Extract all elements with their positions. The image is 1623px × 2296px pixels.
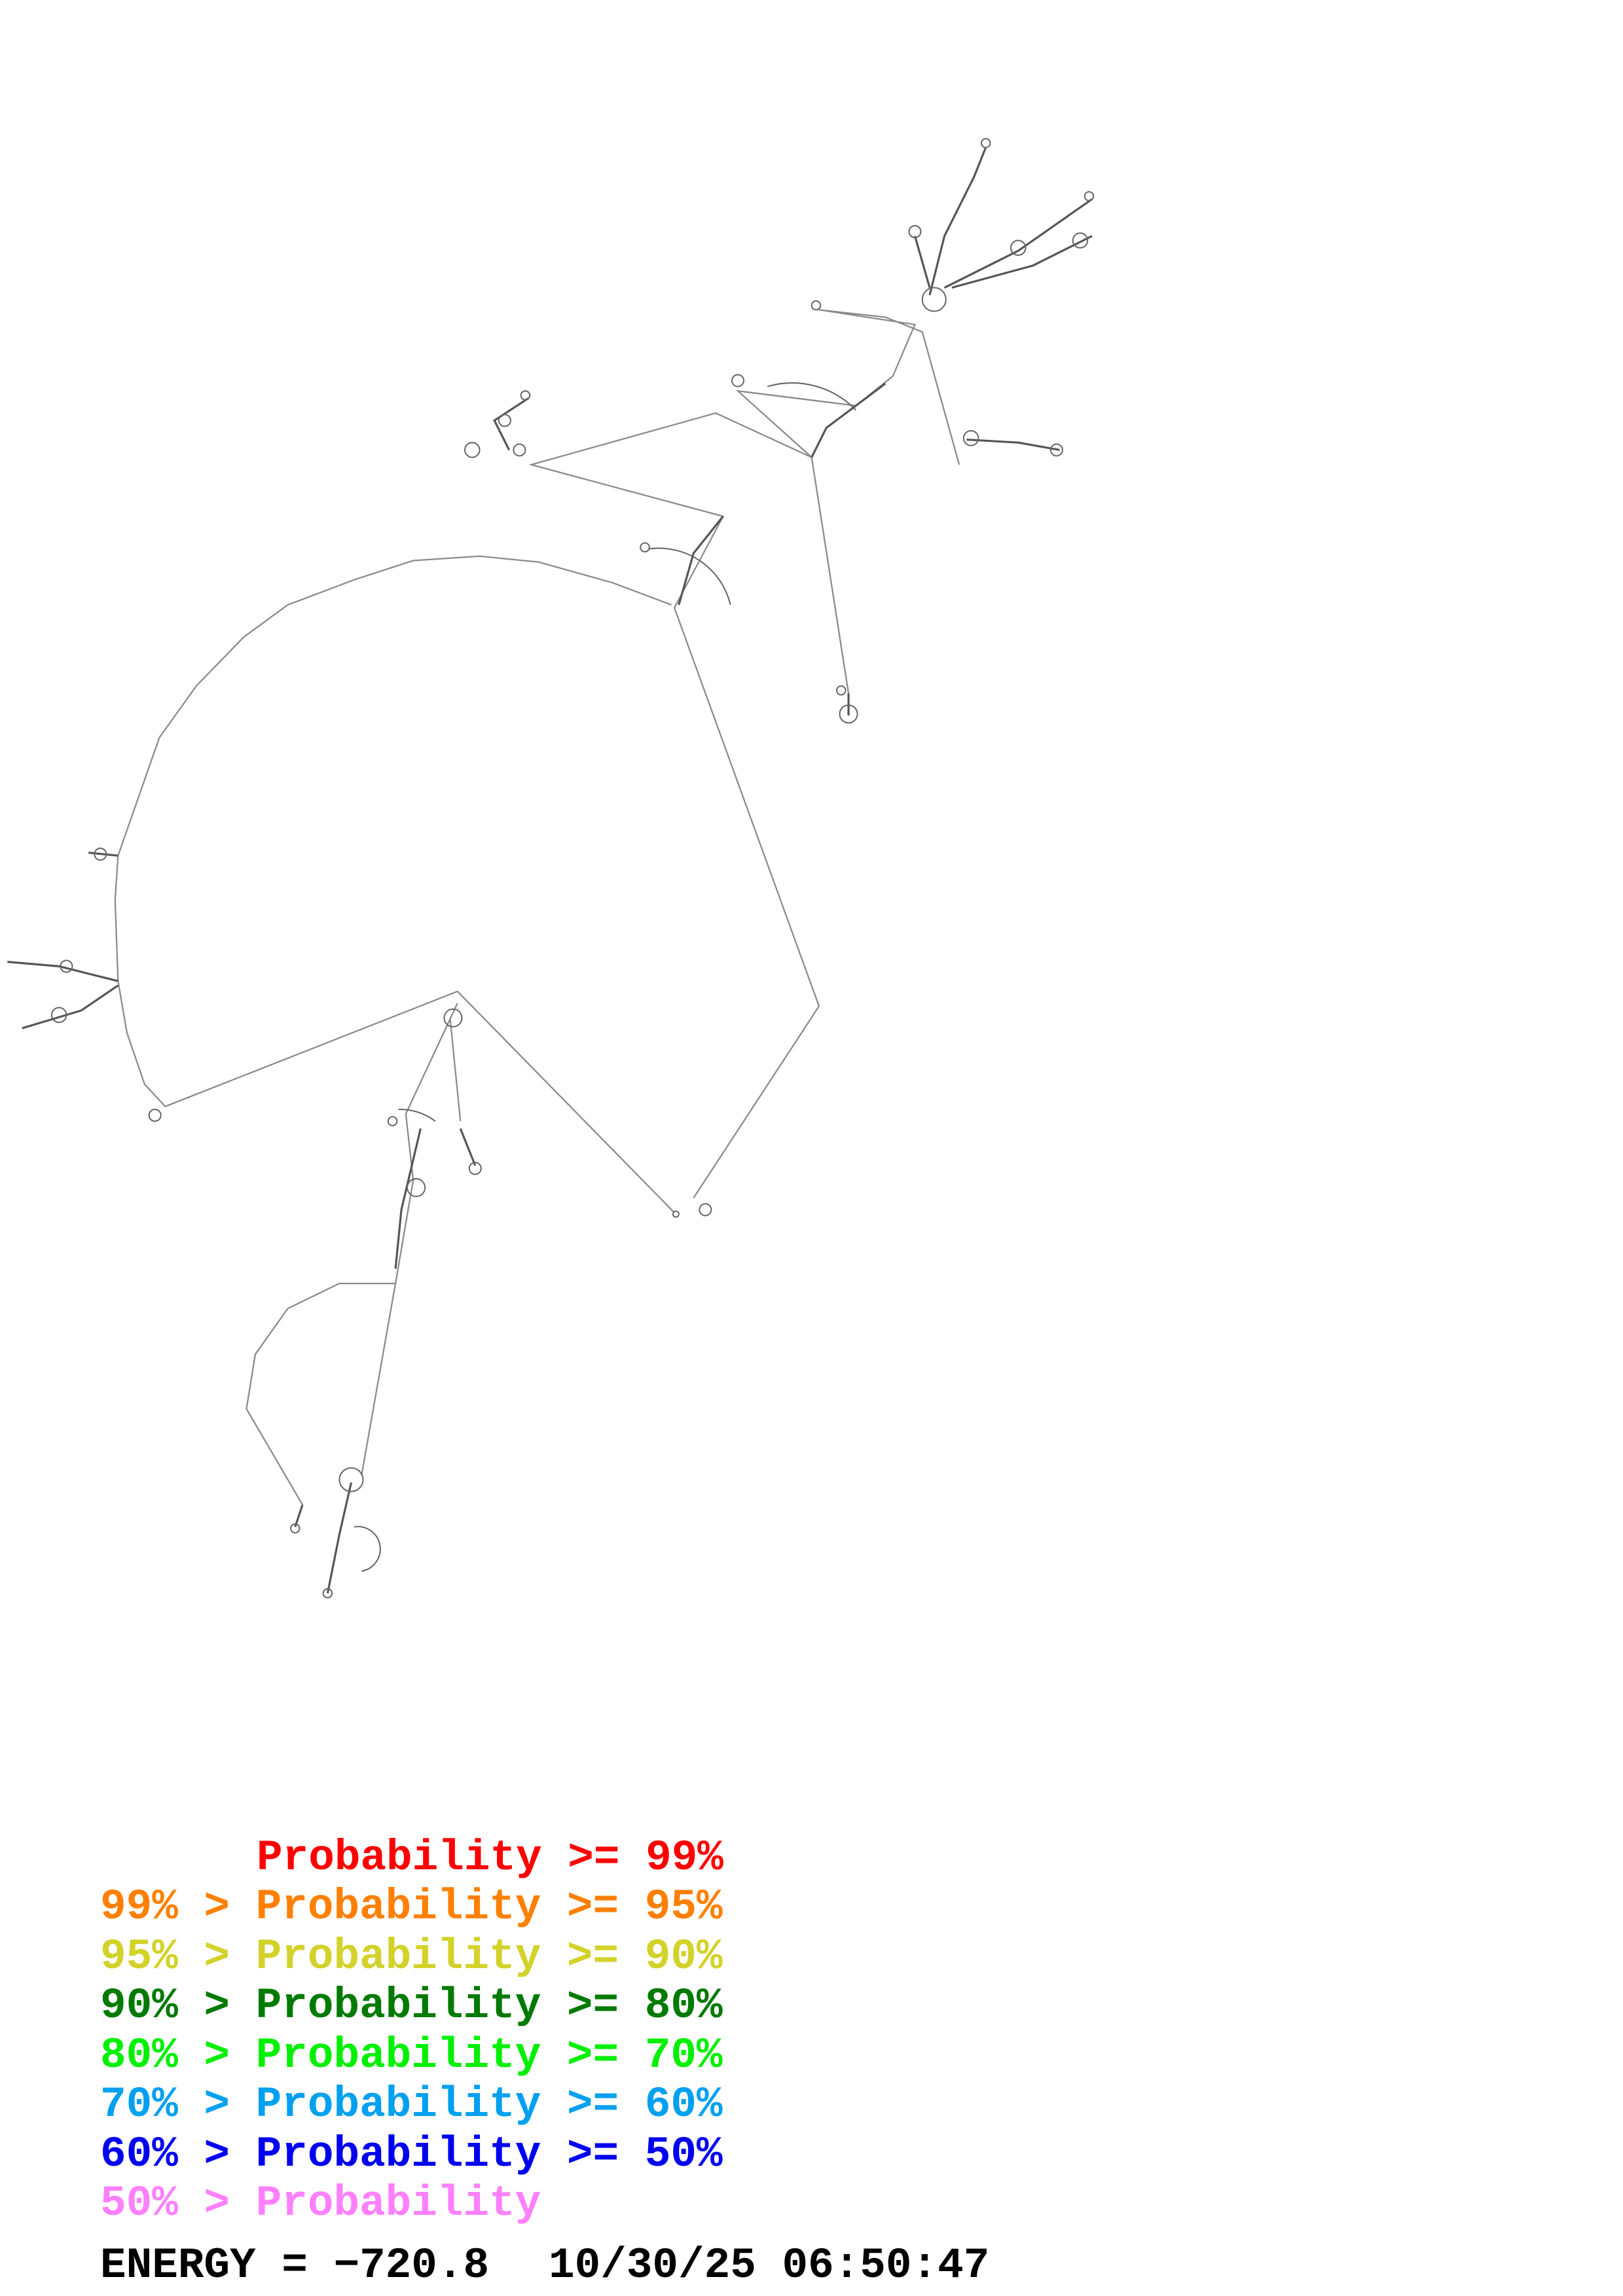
hairpin <box>1049 443 1063 457</box>
internal-loop <box>50 1007 67 1024</box>
backbone <box>449 1018 462 1122</box>
legend-row: 99% > Probability >= 95% <box>100 1882 723 1931</box>
backbone <box>361 1283 397 1476</box>
legend-row: 80% > Probability >= 70% <box>100 2031 723 2080</box>
timestamp: 10/30/25 06:50:47 <box>549 2241 989 2290</box>
hairpin <box>1084 191 1095 202</box>
hairpin <box>290 1523 301 1534</box>
loop-arc <box>354 1526 381 1572</box>
hairpin <box>731 374 745 387</box>
hairpin <box>1072 232 1089 249</box>
legend-row: 90% > Probability >= 80% <box>100 1981 723 2030</box>
legend-row: 70% > Probability >= 60% <box>100 2080 723 2129</box>
hairpin <box>908 224 922 238</box>
energy: ENERGY = −720.8 <box>100 2241 489 2290</box>
internal-loop <box>407 1177 426 1198</box>
hairpin <box>387 1116 398 1126</box>
helix <box>459 1128 477 1166</box>
hairpin <box>640 542 650 553</box>
helix <box>22 984 119 1030</box>
backbone <box>114 555 675 1213</box>
hairpin <box>699 1203 712 1217</box>
internal-loop <box>1010 240 1027 256</box>
legend-row: 95% > Probability >= 90% <box>100 1932 723 1981</box>
internal-loop <box>962 430 979 446</box>
hairpin <box>468 1162 482 1175</box>
helix <box>7 961 119 982</box>
internal-loop <box>513 443 526 457</box>
helices <box>7 147 1093 1594</box>
helix <box>326 1482 352 1594</box>
backbone <box>528 412 850 1198</box>
hairpin <box>322 1588 333 1599</box>
helix <box>966 439 1060 452</box>
internal-loop <box>94 848 107 861</box>
hairpin <box>811 300 822 311</box>
helix <box>678 515 724 605</box>
helix <box>88 852 119 857</box>
multiloop <box>338 1467 364 1492</box>
helix <box>928 147 987 296</box>
hairpin <box>672 1210 680 1218</box>
legend-row: 50% > Probability <box>100 2179 541 2228</box>
backbone <box>246 1003 458 1505</box>
helix <box>943 198 1093 289</box>
helix <box>493 397 529 451</box>
rna-structure <box>7 137 1095 1599</box>
internal-loop <box>498 414 511 427</box>
helix <box>394 1128 422 1269</box>
internal-loop <box>60 960 73 973</box>
hairpin <box>520 390 531 401</box>
loop-arc <box>398 1108 436 1122</box>
legend-row: 60% > Probability >= 50% <box>100 2130 723 2179</box>
helix <box>951 235 1093 289</box>
multiloop <box>443 1008 463 1028</box>
hairpin <box>836 685 847 696</box>
helix <box>294 1504 304 1528</box>
loop-arc <box>649 547 731 605</box>
helix <box>913 236 931 288</box>
hairpin <box>148 1108 162 1122</box>
legend-row: Probability >= 99% <box>257 1833 723 1882</box>
multiloop <box>921 287 947 312</box>
legend: Probability >= 99% 99% > Probability >= … <box>100 1833 989 2290</box>
hairpin <box>839 704 858 724</box>
loop-arc <box>767 382 857 411</box>
hairpin <box>980 137 991 149</box>
helix <box>811 382 886 458</box>
backbone <box>735 309 960 465</box>
hairpin-loops <box>50 137 1095 1599</box>
hairpin <box>464 442 481 458</box>
